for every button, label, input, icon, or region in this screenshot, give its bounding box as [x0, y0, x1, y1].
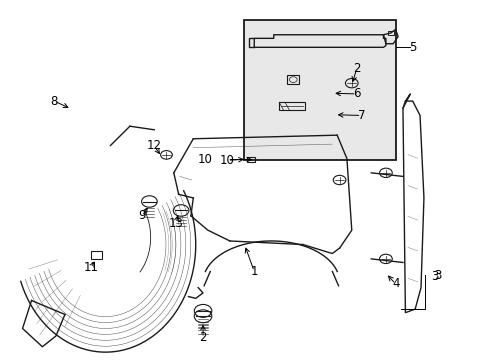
- Text: 5: 5: [408, 41, 416, 54]
- Text: 2: 2: [199, 331, 206, 344]
- FancyBboxPatch shape: [244, 21, 395, 160]
- Text: 2: 2: [352, 62, 360, 75]
- Text: 9: 9: [138, 210, 145, 222]
- Text: 12: 12: [146, 139, 162, 152]
- Text: 10: 10: [198, 153, 212, 166]
- Text: 10: 10: [220, 154, 234, 167]
- Bar: [91, 251, 102, 259]
- Text: 4: 4: [391, 278, 399, 291]
- Text: 1: 1: [250, 265, 258, 278]
- Bar: [278, 102, 305, 110]
- Text: 3: 3: [430, 270, 437, 283]
- Text: 11: 11: [83, 261, 98, 274]
- Text: 6: 6: [352, 87, 360, 100]
- Text: 13: 13: [168, 216, 183, 230]
- Bar: [287, 75, 299, 84]
- Bar: [246, 157, 254, 162]
- Bar: [387, 31, 393, 35]
- Text: 7: 7: [357, 109, 365, 122]
- Text: 8: 8: [51, 95, 58, 108]
- Text: 3: 3: [434, 269, 441, 282]
